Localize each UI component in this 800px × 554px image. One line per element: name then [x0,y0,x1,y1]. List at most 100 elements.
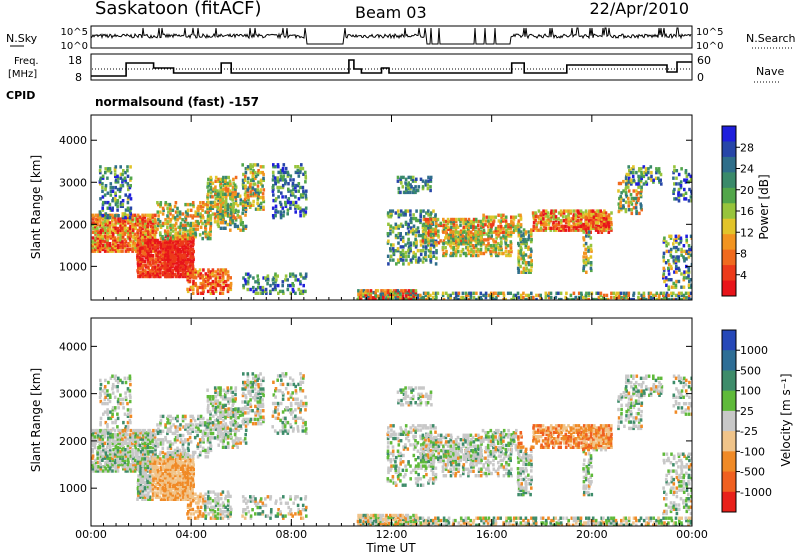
heatmap-cell [207,220,210,224]
heatmap-cell [487,236,490,240]
heatmap-cell [147,428,150,433]
heatmap-cell [149,240,153,245]
heatmap-cell [94,245,98,250]
heatmap-cell [116,456,119,460]
heatmap-cell [447,219,451,224]
heatmap-cell [447,295,450,300]
heatmap-cell [406,183,410,187]
heatmap-cell [507,234,510,238]
heatmap-cell [685,249,689,254]
heatmap-cell [605,293,609,298]
heatmap-cell [429,185,432,189]
heatmap-cell [487,230,491,234]
heatmap-cell [156,267,160,271]
heatmap-cell [108,215,112,220]
heatmap-cell [153,433,157,437]
heatmap-cell [476,230,480,234]
heatmap-cell [276,163,280,167]
heatmap-cell [94,236,98,240]
heatmap-cell [244,184,247,188]
heatmap-cell [141,246,144,250]
heatmap-cell [139,274,142,279]
heatmap-cell [141,431,145,435]
heatmap-cell [158,219,162,224]
heatmap-cell [152,493,155,497]
heatmap-cell [492,244,496,248]
heatmap-cell [683,272,686,276]
heatmap-cell [675,169,679,173]
heatmap-cell [196,289,199,294]
heatmap-cell [221,209,225,213]
heatmap-cell [209,218,213,222]
heatmap-cell [609,220,613,225]
heatmap-cell [186,212,189,216]
heatmap-cell [459,253,462,258]
heatmap-cell [136,497,139,501]
heatmap-cell [103,234,107,238]
heatmap-cell [154,487,158,491]
heatmap-cell [504,246,508,250]
heatmap-cell [176,233,180,237]
heatmap-cell [417,230,420,234]
heatmap-cell [271,185,275,190]
heatmap-cell [169,495,173,499]
heatmap-cell [549,217,553,221]
heatmap-cell [124,452,127,456]
heatmap-cell [169,249,172,254]
heatmap-cell [284,182,287,186]
heatmap-cell [121,249,124,253]
heatmap-cell [534,215,538,219]
heatmap-cell [447,233,451,237]
heatmap-cell [146,246,150,250]
heatmap-cell [91,467,95,471]
heatmap-cell [126,200,130,205]
heatmap-cell [479,230,482,234]
heatmap-cell [139,234,143,238]
heatmap-cell [146,476,150,480]
heatmap-cell [187,223,190,228]
freq-tick-top: 18 [68,54,82,67]
heatmap-cell [595,224,598,229]
heatmap-cell [301,185,305,190]
heatmap-cell [425,245,428,249]
heatmap-cell [377,294,380,298]
heatmap-cell [404,213,407,217]
heatmap-cell [167,489,170,493]
heatmap-cell [126,458,130,462]
heatmap-cell [106,245,109,250]
heatmap-cell [429,179,433,183]
heatmap-cell [254,163,257,167]
heatmap-cell [662,272,666,276]
heatmap-cell [116,389,119,393]
heatmap-cell [680,297,683,300]
colorbar-swatch [722,218,736,235]
heatmap-cell [557,217,560,221]
heatmap-cell [665,278,668,282]
heatmap-cell [151,487,155,491]
heatmap-cell [234,198,238,203]
heatmap-cell [181,240,185,244]
heatmap-cell [166,491,170,495]
heatmap-cell [282,170,286,175]
heatmap-cell [161,476,165,480]
heatmap-cell [104,469,107,473]
heatmap-cell [159,480,163,484]
heatmap-cell [481,219,485,223]
heatmap-cell [549,213,552,217]
heatmap-cell [204,229,207,233]
heatmap-cell [192,281,195,286]
heatmap-cell [108,437,112,441]
heatmap-cell [602,293,606,298]
colorbar-swatch [722,126,736,142]
heatmap-cell [576,219,580,223]
heatmap-cell [191,229,194,233]
heatmap-cell [139,238,142,242]
heatmap-cell [266,278,270,282]
heatmap-cell [129,165,132,169]
heatmap-cell [214,193,217,197]
heatmap-cell [114,435,117,439]
heatmap-cell [475,297,478,300]
heatmap-cell [101,206,104,210]
heatmap-cell [415,209,418,213]
heatmap-cell [673,238,676,242]
